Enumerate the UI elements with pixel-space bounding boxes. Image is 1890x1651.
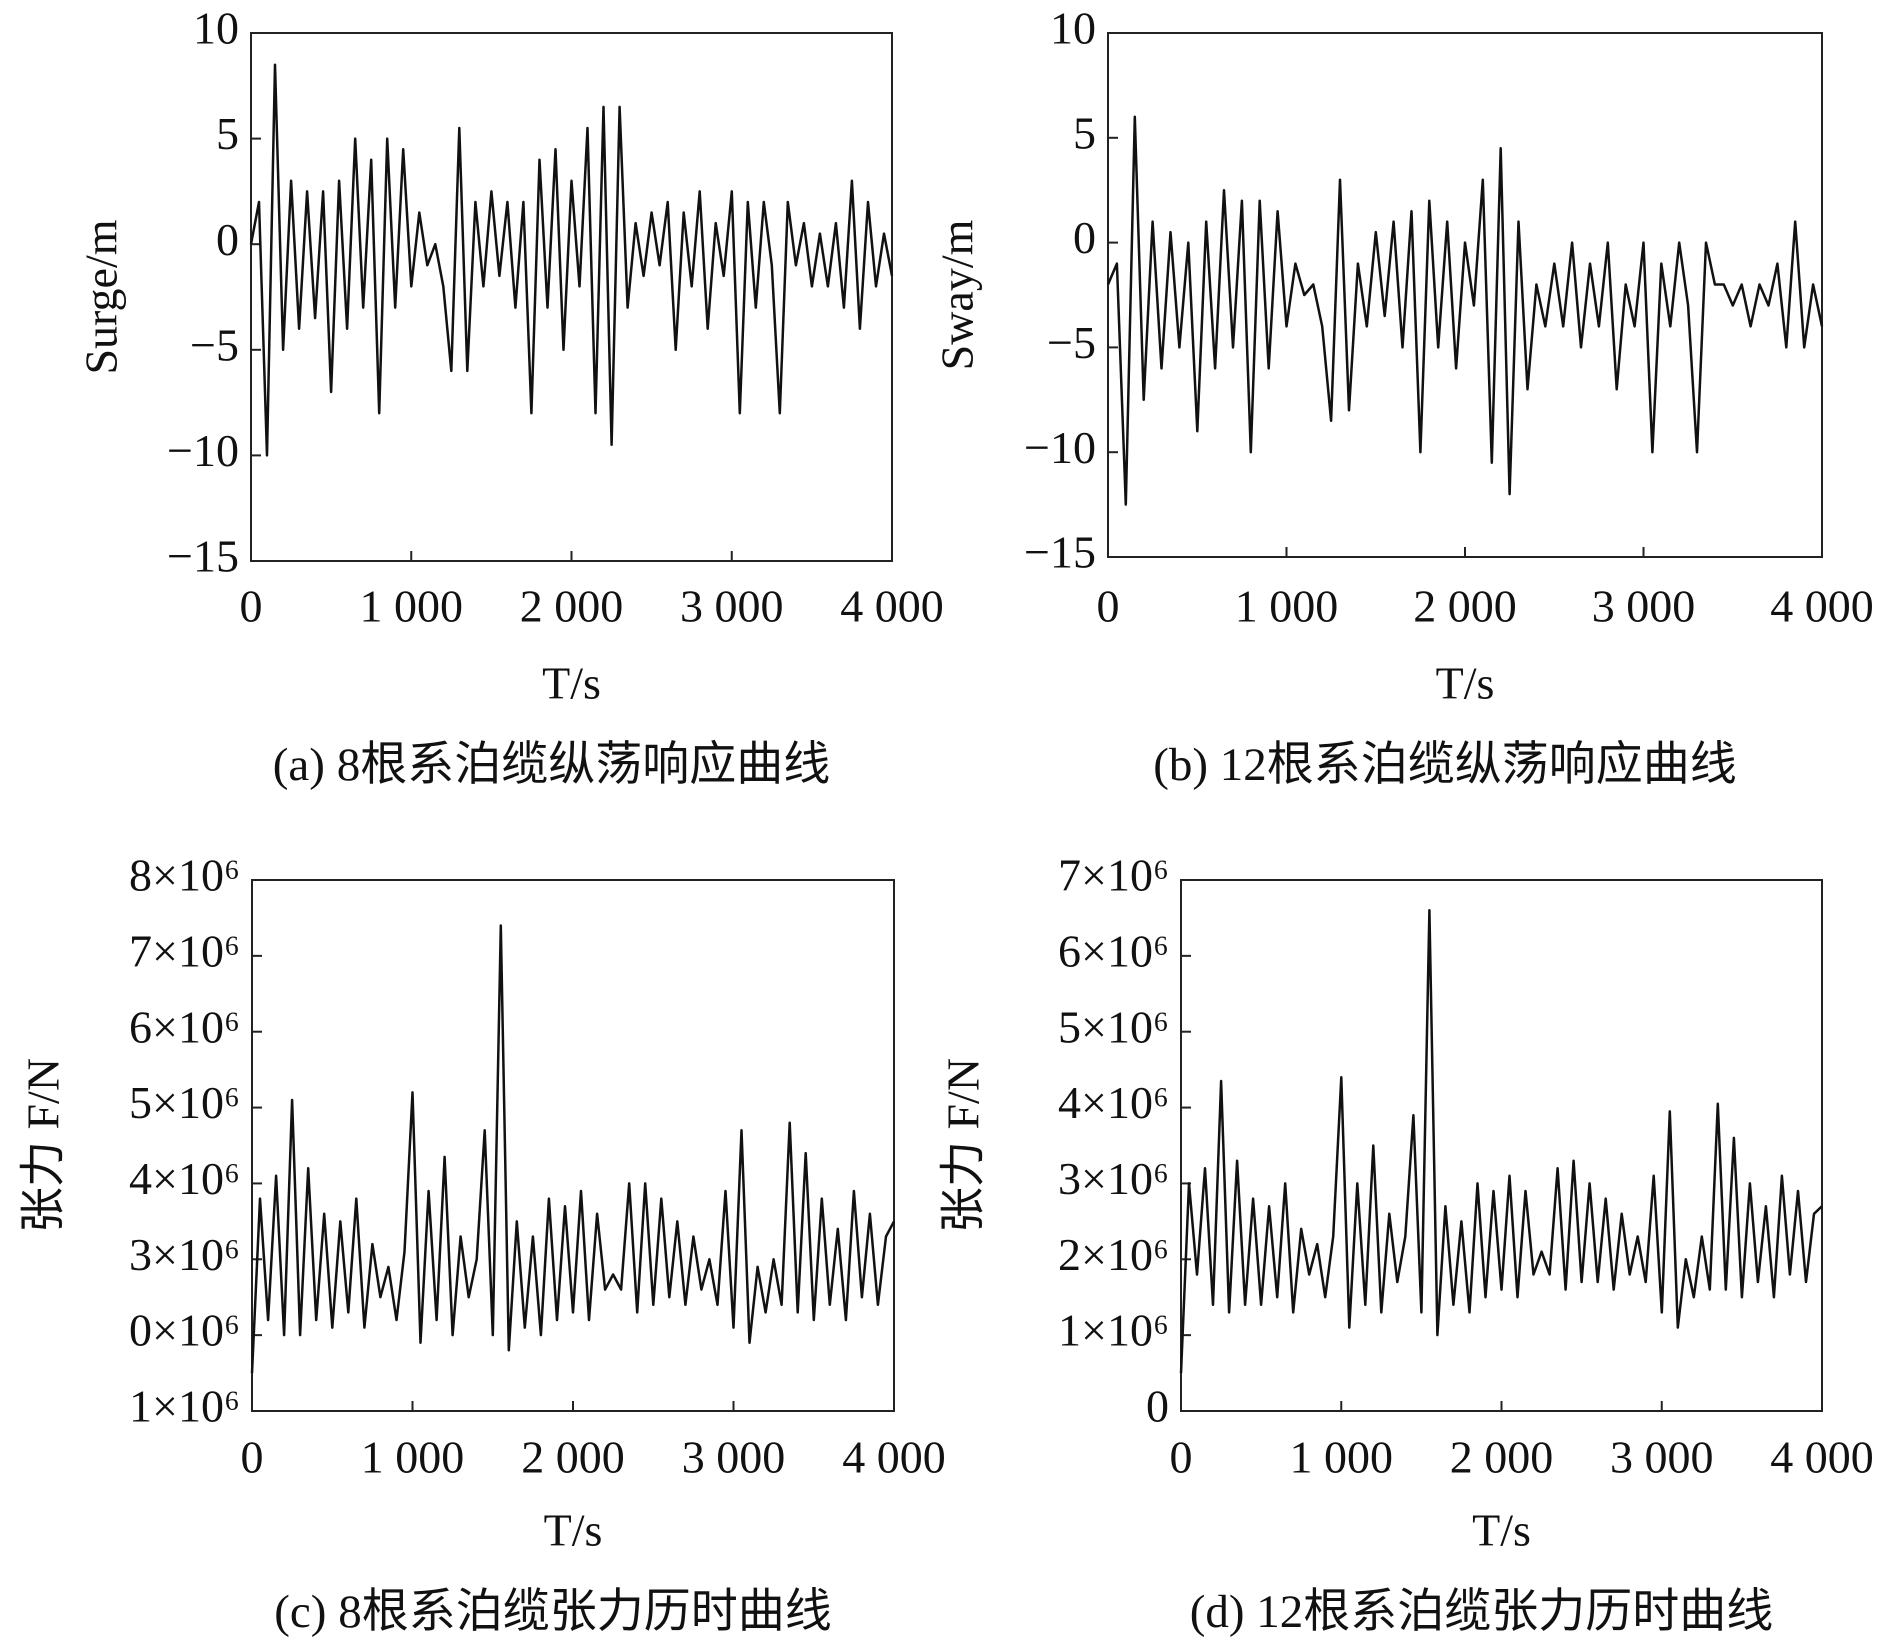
y-tick-label: 1×10⁶ (1058, 1305, 1169, 1356)
plot-frame (250, 32, 893, 562)
y-axis-label: Sway/m (932, 219, 983, 370)
y-tick-label: 0 (216, 214, 239, 265)
y-tick-label: −5 (190, 319, 239, 370)
x-tick-label: 2 000 (521, 1432, 625, 1483)
y-tick-label: −15 (1024, 527, 1096, 578)
x-tick-label: 3 000 (680, 581, 784, 632)
x-tick-label: 1 000 (360, 581, 464, 632)
y-tick-label: 6×10⁶ (1058, 925, 1169, 976)
y-axis-label: 张力 F/N (938, 1058, 989, 1233)
plot-frame (1107, 32, 1823, 558)
y-tick-label: 5 (216, 108, 239, 159)
y-tick-label: 3×10⁶ (1058, 1153, 1169, 1204)
y-tick-label: 2×10⁶ (1058, 1229, 1169, 1280)
y-tick-label: 7×10⁶ (129, 925, 240, 976)
y-tick-label: 1×10⁶ (129, 1381, 240, 1432)
x-tick-label: 4 000 (1770, 1432, 1874, 1483)
x-tick-label: 0 (240, 581, 263, 632)
x-tick-label: 0 (1097, 581, 1120, 632)
y-tick-label: 0×10⁶ (129, 1305, 240, 1356)
y-tick-label: −10 (1024, 422, 1096, 473)
y-tick-label: 10 (193, 3, 239, 54)
x-tick-label: 3 000 (1592, 581, 1696, 632)
caption: (b) 12根系泊缆纵荡响应曲线 (1153, 739, 1737, 791)
series-line (1106, 115, 1824, 506)
x-tick-label: 3 000 (1610, 1432, 1714, 1483)
x-axis-label: T/s (542, 658, 601, 709)
y-tick-label: 3×10⁶ (129, 1229, 240, 1280)
y-tick-label: 5 (1073, 107, 1096, 158)
y-tick-label: 5×10⁶ (129, 1077, 240, 1128)
x-tick-label: 2 000 (1450, 1432, 1554, 1483)
y-tick-label: −10 (167, 425, 239, 476)
series-line (1179, 909, 1823, 1374)
caption: (a) 8根系泊缆纵荡响应曲线 (273, 739, 830, 791)
x-tick-label: 2 000 (1413, 581, 1517, 632)
y-tick-label: −15 (167, 531, 239, 582)
y-tick-label: 10 (1050, 3, 1096, 54)
y-tick-label: 0 (1146, 1381, 1169, 1432)
y-axis-label: 张力 F/N (18, 1058, 69, 1233)
y-axis-label: Surge/m (76, 219, 127, 374)
plot-frame (251, 879, 895, 1412)
caption: (d) 12根系泊缆张力历时曲线 (1190, 1586, 1774, 1638)
series-line (250, 924, 896, 1374)
x-tick-label: 4 000 (1770, 581, 1874, 632)
y-tick-label: 8×10⁶ (129, 850, 240, 901)
x-axis-label: T/s (1472, 1505, 1531, 1556)
y-tick-label: −5 (1047, 317, 1096, 368)
x-tick-label: 0 (1170, 1432, 1193, 1483)
y-tick-label: 4×10⁶ (129, 1153, 240, 1204)
x-tick-label: 4 000 (840, 581, 944, 632)
x-tick-label: 1 000 (361, 1432, 465, 1483)
caption: (c) 8根系泊缆张力历时曲线 (274, 1586, 831, 1638)
y-tick-label: 4×10⁶ (1058, 1077, 1169, 1128)
x-axis-label: T/s (1436, 658, 1495, 709)
x-tick-label: 1 000 (1290, 1432, 1394, 1483)
x-axis-label: T/s (544, 1505, 603, 1556)
x-tick-label: 4 000 (842, 1432, 946, 1483)
series-line (249, 63, 894, 457)
y-tick-label: 0 (1073, 212, 1096, 263)
plot-frame (1180, 879, 1823, 1412)
x-tick-label: 2 000 (520, 581, 624, 632)
y-tick-label: 5×10⁶ (1058, 1001, 1169, 1052)
x-tick-label: 3 000 (682, 1432, 786, 1483)
y-tick-label: 7×10⁶ (1058, 850, 1169, 901)
y-tick-label: 6×10⁶ (129, 1001, 240, 1052)
x-tick-label: 1 000 (1235, 581, 1339, 632)
x-tick-label: 0 (241, 1432, 264, 1483)
